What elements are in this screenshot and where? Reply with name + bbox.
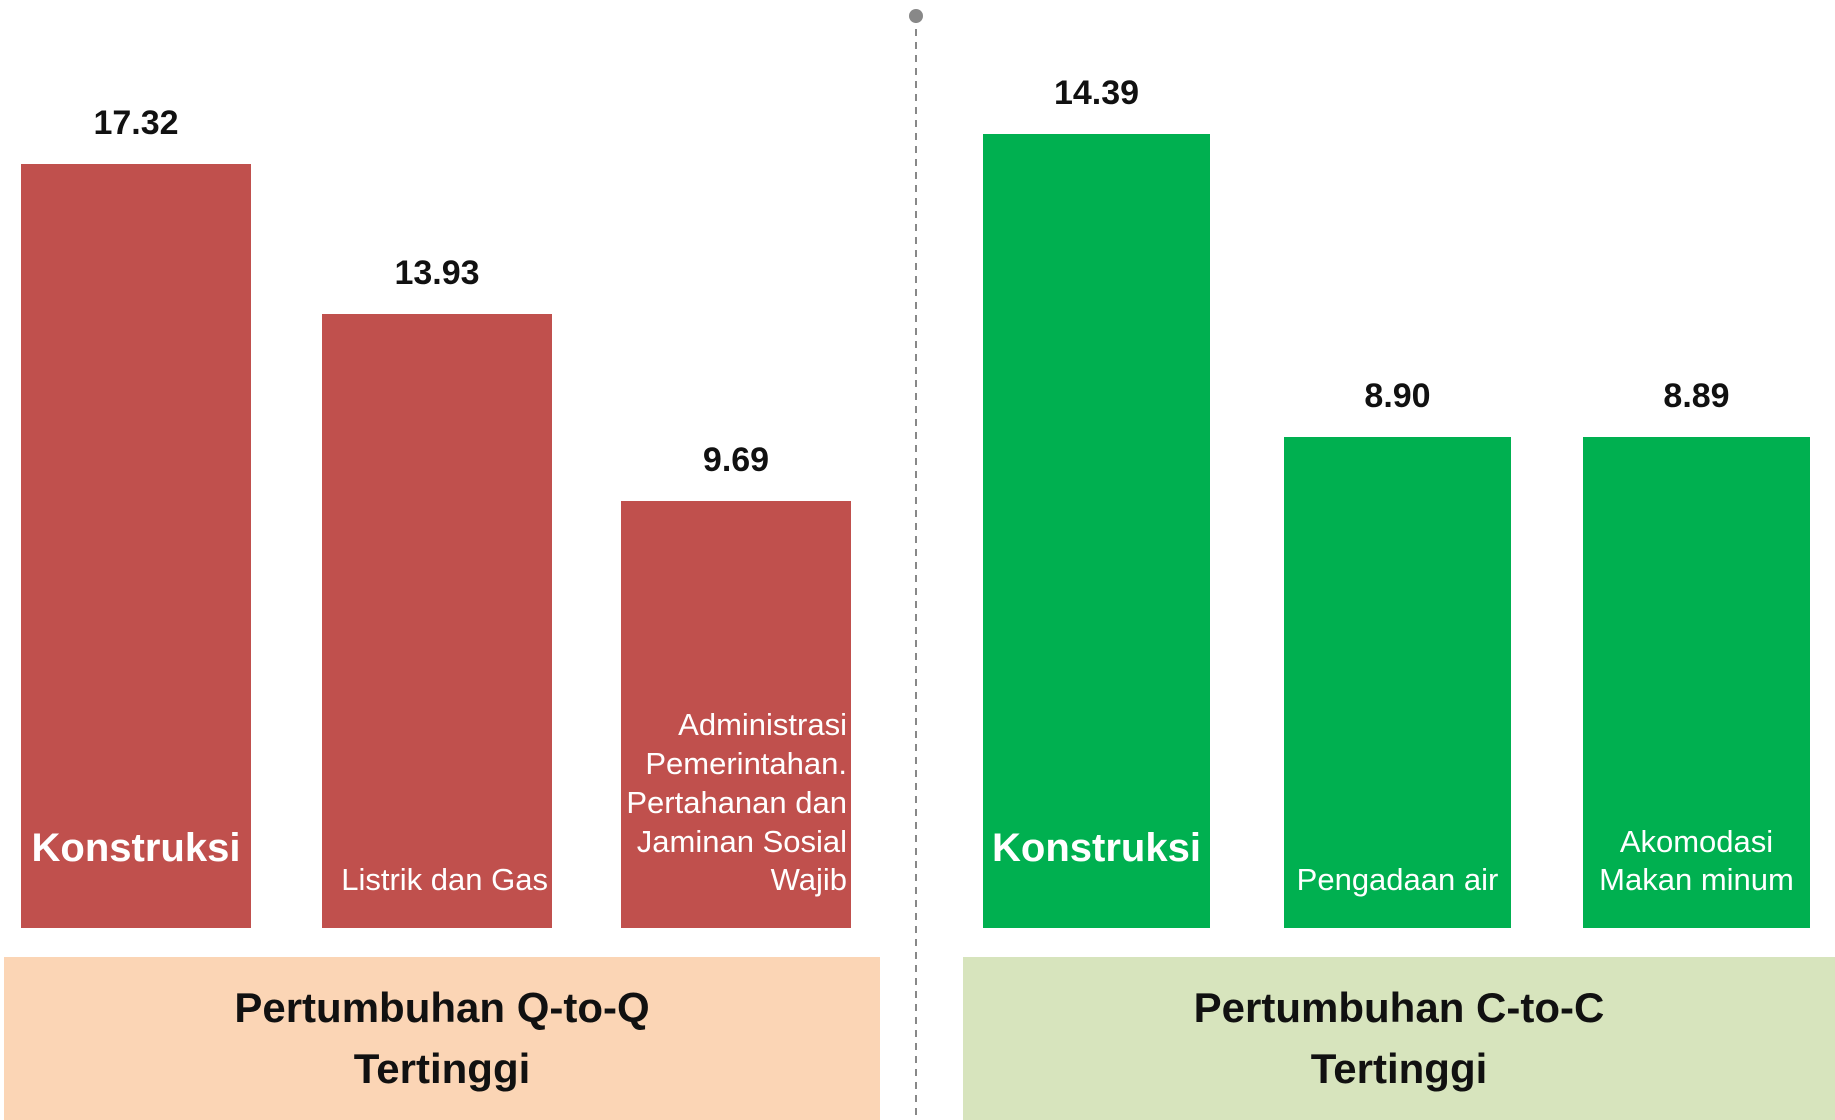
value-label: 8.89 bbox=[1663, 377, 1730, 416]
category-label: Administrasi Pemerintahan. Pertahanan da… bbox=[626, 707, 847, 898]
chart-title: Pertumbuhan C-to-C Tertinggi bbox=[1193, 983, 1605, 1092]
title-box: Pertumbuhan Q-to-Q Tertinggi bbox=[4, 957, 880, 1120]
category-label: Pengadaan air bbox=[1296, 862, 1499, 898]
category-label: Listrik dan Gas bbox=[341, 862, 548, 898]
title-box: Pertumbuhan C-to-C Tertinggi bbox=[963, 957, 1835, 1120]
chart-title: Pertumbuhan Q-to-Q Tertinggi bbox=[234, 983, 650, 1092]
value-label: 13.93 bbox=[394, 253, 480, 292]
bar bbox=[1583, 437, 1810, 928]
bar bbox=[1284, 436, 1511, 928]
category-label: Konstruksi bbox=[31, 826, 241, 870]
value-label: 17.32 bbox=[93, 104, 179, 142]
value-label: 14.39 bbox=[1053, 74, 1140, 112]
bar bbox=[621, 500, 851, 928]
category-label: Konstruksi bbox=[992, 826, 1201, 870]
value-label: 9.69 bbox=[702, 440, 770, 479]
bar bbox=[983, 134, 1210, 928]
value-label: 8.90 bbox=[1364, 376, 1431, 415]
category-label: Akomodasi Makan minum bbox=[1599, 823, 1794, 898]
divider-dot bbox=[909, 9, 923, 23]
bar bbox=[322, 313, 552, 928]
bar bbox=[21, 164, 251, 928]
